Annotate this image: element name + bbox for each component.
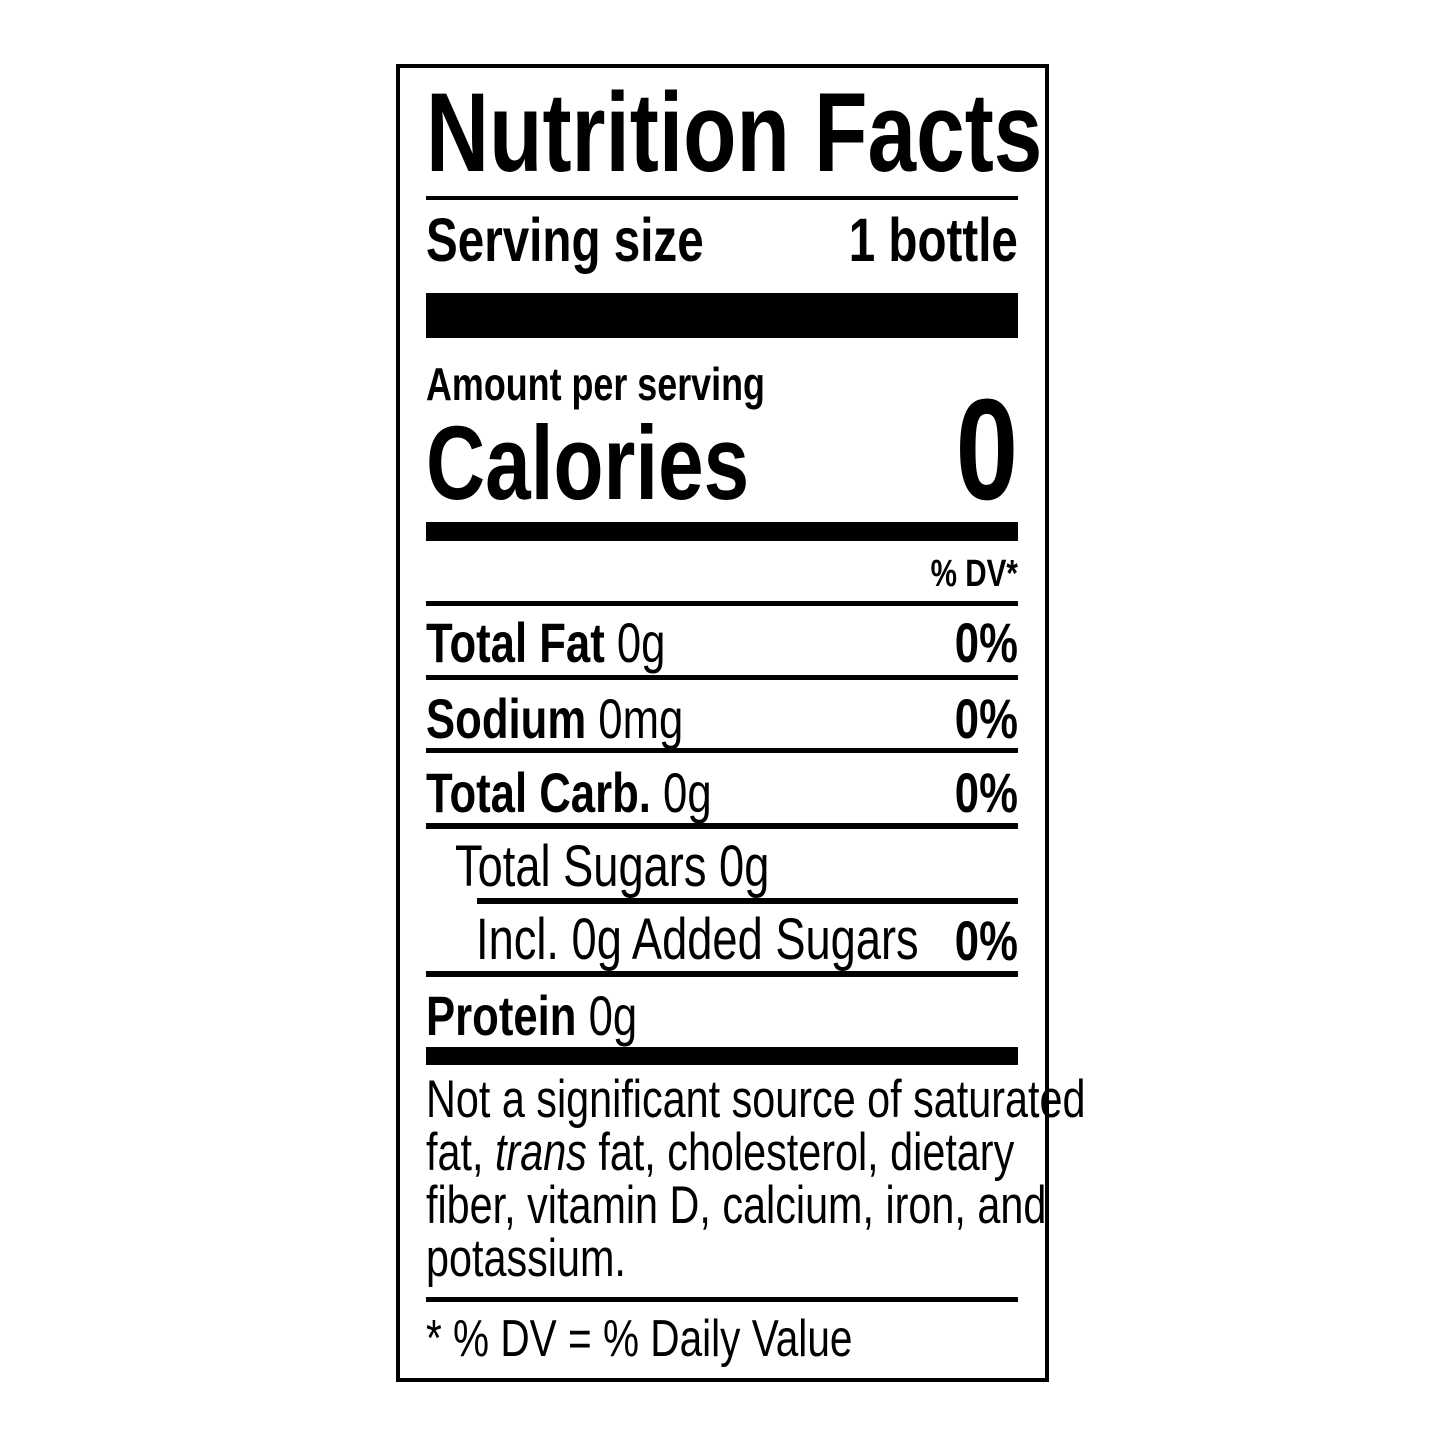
serving-size-value: 1 bottle [848, 206, 1018, 274]
dv-total-carb: 0% [954, 761, 1018, 824]
dv-definition: * % DV = % Daily Value [426, 1310, 853, 1368]
indented-divider [477, 898, 1018, 904]
footnote: Not a significant source of saturated fa… [426, 1073, 1086, 1285]
divider [426, 823, 1018, 829]
footnote-line: fat, trans fat, cholesterol, dietary [426, 1123, 1015, 1182]
divider [426, 1297, 1018, 1302]
serving-size-label: Serving size [426, 206, 704, 274]
nutrition-facts-panel [396, 64, 1049, 1382]
nutrient-row-sodium: Sodium 0mg [426, 687, 684, 750]
calories-value: 0 [955, 369, 1018, 530]
divider [426, 675, 1018, 680]
nutrient-row-total-fat: Total Fat 0g [426, 611, 666, 674]
dv-header: % DV* [930, 553, 1018, 595]
title: Nutrition Facts [426, 70, 1043, 195]
calories-label: Calories [426, 405, 750, 522]
dv-added-sugars: 0% [954, 909, 1018, 972]
divider [426, 601, 1018, 606]
dv-total-fat: 0% [954, 611, 1018, 674]
divider [426, 748, 1018, 753]
medium-divider [426, 522, 1018, 541]
amount-per-serving: Amount per serving [426, 358, 765, 410]
nutrient-row-total-sugars: Total Sugars 0g [455, 834, 770, 899]
divider [426, 196, 1018, 200]
nutrient-row-total-carb: Total Carb. 0g [426, 761, 712, 824]
footnote-line: Not a significant source of saturated [426, 1070, 1086, 1129]
thick-divider [426, 293, 1018, 338]
nutrient-row-added-sugars: Incl. 0g Added Sugars [476, 907, 919, 972]
footnote-line: fiber, vitamin D, calcium, iron, and [426, 1176, 1047, 1235]
divider [426, 971, 1018, 977]
footnote-line: potassium. [426, 1229, 626, 1288]
dv-sodium: 0% [954, 687, 1018, 750]
medium-divider [426, 1047, 1018, 1065]
nutrient-row-protein: Protein 0g [426, 984, 638, 1047]
